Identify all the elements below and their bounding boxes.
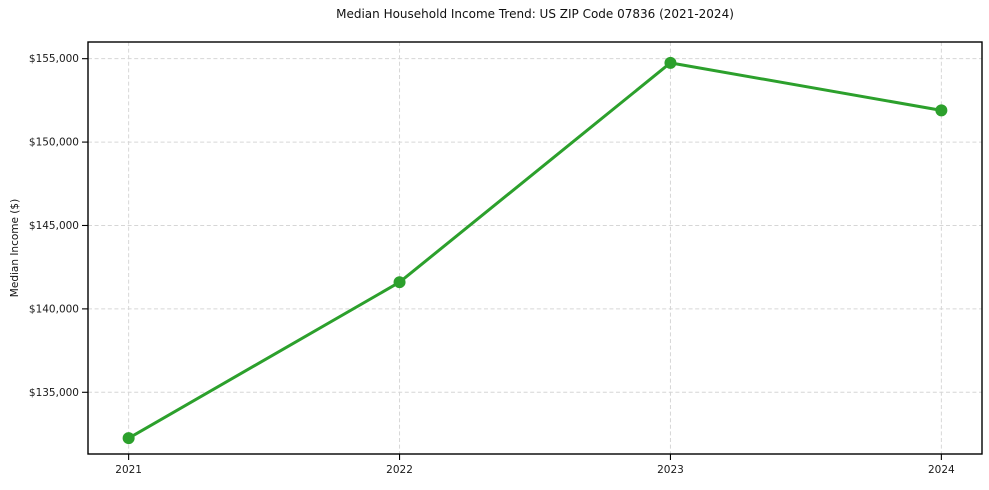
y-tick-label: $140,000: [29, 303, 79, 315]
data-point: [935, 104, 948, 117]
data-point: [122, 432, 135, 445]
x-tick-label: 2023: [657, 464, 684, 476]
trend-line: [127, 61, 943, 440]
y-tick-label: $145,000: [29, 220, 79, 232]
chart-title: Median Household Income Trend: US ZIP Co…: [336, 7, 734, 21]
plot-border: [87, 41, 983, 455]
y-tick-label: $155,000: [29, 53, 79, 65]
y-tick-label: $135,000: [29, 387, 79, 399]
x-tick-label: 2022: [386, 464, 413, 476]
x-tick-label: 2021: [115, 464, 142, 476]
data-point: [393, 276, 406, 289]
x-tick-label: 2024: [928, 464, 955, 476]
y-tick-label: $150,000: [29, 137, 79, 149]
data-point: [664, 56, 677, 69]
